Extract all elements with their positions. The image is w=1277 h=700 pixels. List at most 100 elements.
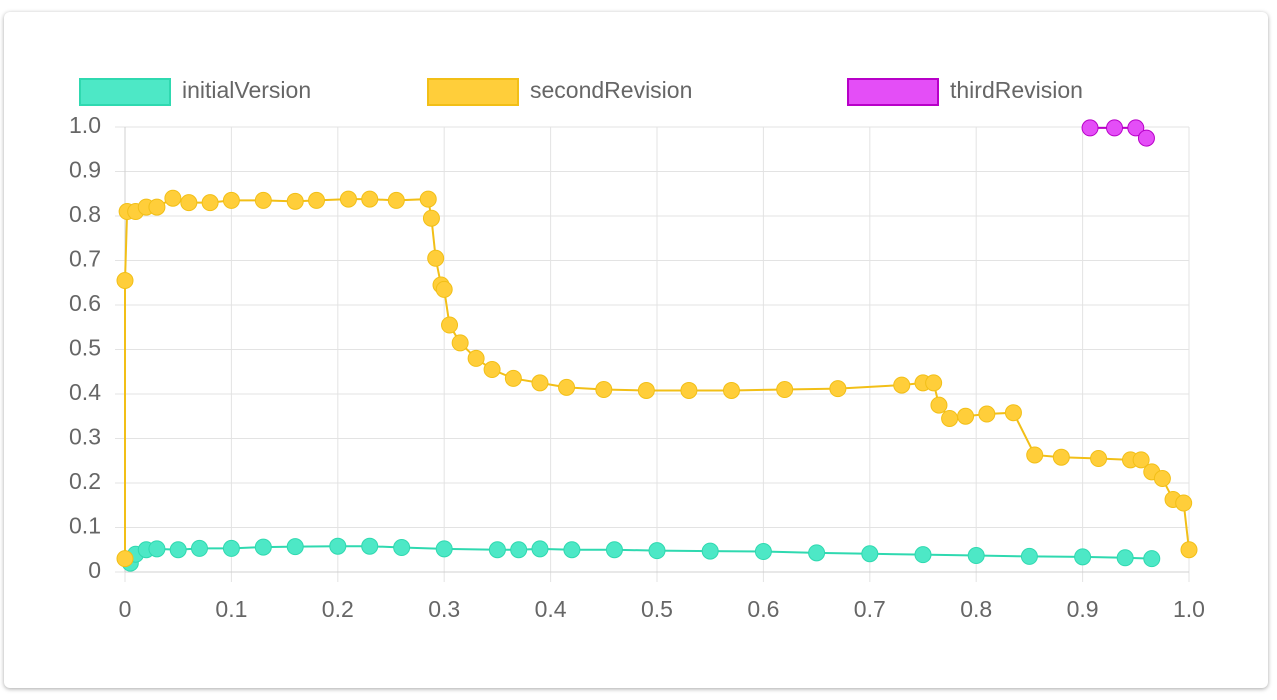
data-point	[1004, 404, 1022, 422]
data-point	[861, 545, 879, 563]
data-point	[308, 191, 326, 209]
y-tick-label: 0.1	[69, 513, 101, 539]
data-point	[435, 280, 453, 298]
y-tick-label: 0.8	[69, 201, 101, 227]
data-point	[1052, 448, 1070, 466]
data-point	[254, 538, 272, 556]
data-point	[930, 396, 948, 414]
y-tick-label: 0.4	[69, 379, 101, 405]
data-point	[1106, 119, 1124, 137]
data-point	[754, 543, 772, 561]
data-point	[201, 194, 219, 212]
data-point	[978, 405, 996, 423]
data-point	[488, 541, 506, 559]
data-point	[164, 189, 182, 207]
data-point	[1020, 547, 1038, 565]
data-point	[531, 374, 549, 392]
data-point	[925, 374, 943, 392]
data-point	[1081, 119, 1099, 137]
data-point	[422, 209, 440, 227]
y-tick-label: 0.9	[69, 157, 101, 183]
data-point	[504, 369, 522, 387]
y-tick-label: 0.3	[69, 424, 101, 450]
data-point	[1116, 549, 1134, 567]
data-point	[605, 541, 623, 559]
data-point	[637, 381, 655, 399]
x-tick-label: 0.1	[215, 596, 247, 622]
data-point	[1026, 446, 1044, 464]
data-point	[339, 190, 357, 208]
y-tick-label: 0.7	[69, 246, 101, 272]
data-point	[483, 361, 501, 379]
legend-label: thirdRevision	[950, 77, 1083, 103]
data-point	[441, 316, 459, 334]
data-point	[1180, 541, 1198, 559]
data-point	[451, 334, 469, 352]
data-point	[361, 537, 379, 555]
data-point	[254, 191, 272, 209]
x-tick-label: 0.3	[428, 596, 460, 622]
series-line	[124, 197, 1190, 559]
data-point	[329, 537, 347, 555]
data-point	[116, 550, 134, 568]
legend-swatch	[79, 78, 171, 106]
y-tick-label: 0	[88, 557, 101, 583]
data-point	[467, 349, 485, 367]
x-tick-label: 0.7	[854, 596, 886, 622]
data-point	[427, 249, 445, 267]
y-tick-label: 0.2	[69, 468, 101, 494]
data-point	[286, 192, 304, 210]
series	[116, 189, 1198, 568]
data-point	[914, 546, 932, 564]
data-point	[967, 547, 985, 565]
data-point	[1153, 470, 1171, 488]
data-point	[286, 538, 304, 556]
data-point	[1074, 548, 1092, 566]
series	[121, 537, 1161, 572]
data-point	[116, 272, 134, 290]
y-tick-label: 0.6	[69, 290, 101, 316]
x-tick-label: 0.9	[1067, 596, 1099, 622]
data-point	[1132, 451, 1150, 469]
data-point	[1090, 450, 1108, 468]
y-tick-label: 1.0	[69, 112, 101, 138]
data-point	[180, 194, 198, 212]
x-tick-label: 0.4	[535, 596, 567, 622]
y-tick-label: 0.5	[69, 335, 101, 361]
data-point	[222, 539, 240, 557]
data-point	[1143, 550, 1161, 568]
data-point	[829, 380, 847, 398]
data-point	[1127, 119, 1145, 137]
data-point	[190, 539, 208, 557]
data-point	[893, 376, 911, 394]
data-point	[148, 540, 166, 558]
data-point	[169, 541, 187, 559]
data-point	[957, 407, 975, 425]
data-point	[595, 381, 613, 399]
legend-label: secondRevision	[530, 77, 692, 103]
data-point	[222, 191, 240, 209]
data-point	[680, 381, 698, 399]
data-point	[531, 540, 549, 558]
x-tick-label: 0.2	[322, 596, 354, 622]
data-point	[510, 541, 528, 559]
data-point	[563, 541, 581, 559]
data-point	[776, 381, 794, 399]
x-tick-label: 0.6	[747, 596, 779, 622]
legend-swatch	[427, 78, 519, 106]
x-tick-label: 1.0	[1173, 596, 1205, 622]
data-point	[387, 191, 405, 209]
data-point	[808, 544, 826, 562]
series-line	[129, 545, 1152, 564]
x-tick-label: 0	[119, 596, 132, 622]
x-tick-label: 0.5	[641, 596, 673, 622]
data-point	[941, 409, 959, 427]
data-point	[648, 542, 666, 560]
x-tick-label: 0.8	[960, 596, 992, 622]
legend-swatch	[847, 78, 939, 106]
data-point	[722, 381, 740, 399]
data-point	[435, 540, 453, 558]
data-point	[419, 190, 437, 208]
